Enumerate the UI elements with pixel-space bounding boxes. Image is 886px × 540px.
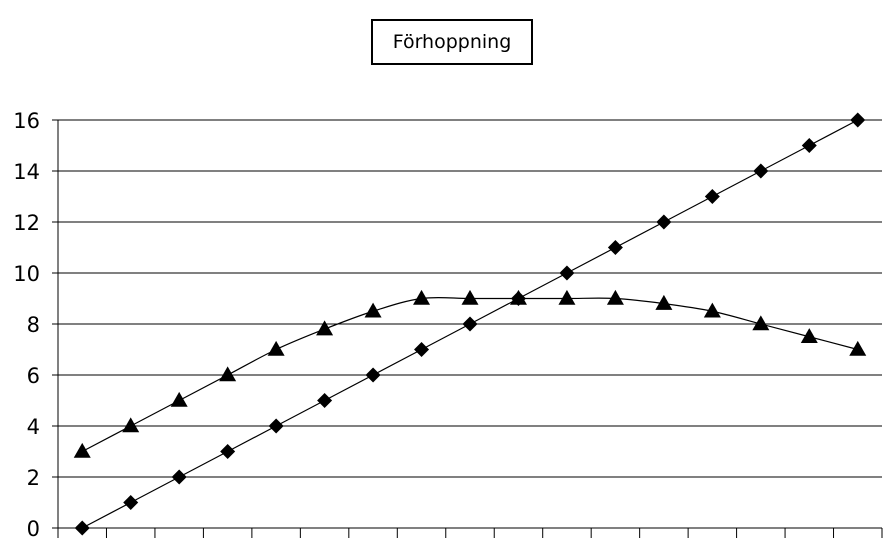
axes xyxy=(52,119,883,538)
series-1-point xyxy=(123,495,139,510)
series-2-point xyxy=(558,289,576,305)
series-1-point xyxy=(317,393,333,408)
series-1-point xyxy=(753,163,769,179)
series-2-point xyxy=(752,315,770,331)
series-2-point xyxy=(655,294,673,310)
y-axis-labels: 0 2 4 6 8 10 12 14 16 xyxy=(13,109,40,540)
series-1-point xyxy=(850,112,866,128)
series-1-point xyxy=(365,367,381,383)
series-1-point xyxy=(462,316,478,332)
y-tick-label: 4 xyxy=(27,415,40,439)
chart-title: Förhoppning xyxy=(371,19,533,65)
series-1-point xyxy=(704,189,720,204)
series-1-point xyxy=(607,240,623,255)
series-1-point xyxy=(801,138,817,153)
series-1-point xyxy=(559,265,575,281)
series-1-point xyxy=(171,469,187,485)
series-2-point xyxy=(461,289,479,305)
y-tick-label: 0 xyxy=(27,517,40,540)
series-2-point xyxy=(413,289,431,305)
y-tick-label: 14 xyxy=(13,160,40,184)
series-2-point xyxy=(170,391,188,407)
series-2-point xyxy=(509,289,527,305)
series-2-point xyxy=(606,289,624,305)
series-1-point xyxy=(268,418,284,434)
series-1-point xyxy=(220,444,236,459)
series-1-point xyxy=(414,342,430,357)
series-2-point xyxy=(316,320,334,336)
series-markers xyxy=(73,112,867,536)
series-2-point xyxy=(73,442,91,458)
series-2-point xyxy=(800,328,818,344)
y-tick-label: 8 xyxy=(27,313,40,337)
y-tick-label: 6 xyxy=(27,364,40,388)
series-2-point xyxy=(364,302,382,318)
y-tick-label: 12 xyxy=(13,211,40,235)
gridlines xyxy=(58,119,882,478)
series-1-point xyxy=(74,520,90,536)
y-tick-label: 2 xyxy=(27,466,40,490)
series-2-point xyxy=(219,366,237,382)
series-2-point xyxy=(703,302,721,318)
y-tick-label: 10 xyxy=(13,262,40,286)
series-1-point xyxy=(656,214,672,230)
series-2-point xyxy=(849,340,867,356)
chart-title-text: Förhoppning xyxy=(392,31,512,53)
series-2-point xyxy=(122,417,140,433)
y-tick-label: 16 xyxy=(13,109,40,133)
series-2-point xyxy=(267,340,285,356)
